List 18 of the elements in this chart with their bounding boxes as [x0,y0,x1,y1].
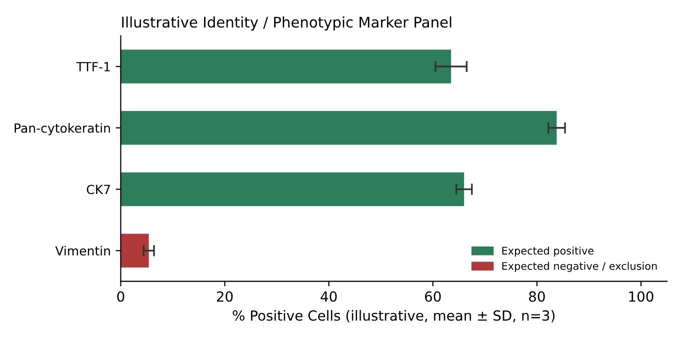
bar [120,50,452,84]
bar [120,234,149,268]
chart-title: Illustrative Identity / Phenotypic Marker Panel [122,16,452,31]
y-tick-label: TTF-1 [76,62,110,72]
bar [120,172,464,206]
y-tick-label: CK7 [86,184,110,194]
x-axis-title: % Positive Cells (illustrative, mean ± SD, n=3) [232,310,554,322]
x-tick-label: 60 [425,291,441,302]
x-tick-label: 100 [629,291,654,302]
legend-label: Expected negative / exclusion [502,262,657,272]
y-tick-label: Pan-cytokeratin [14,123,110,136]
x-tick-label: 80 [529,291,545,302]
x-tick-label: 20 [216,291,233,302]
legend-label: Expected positive [502,246,594,257]
x-tick-label: 40 [320,291,337,302]
bar [120,110,557,145]
x-tick-label: 0 [117,291,124,302]
y-tick-label: Vimentin [55,246,110,256]
